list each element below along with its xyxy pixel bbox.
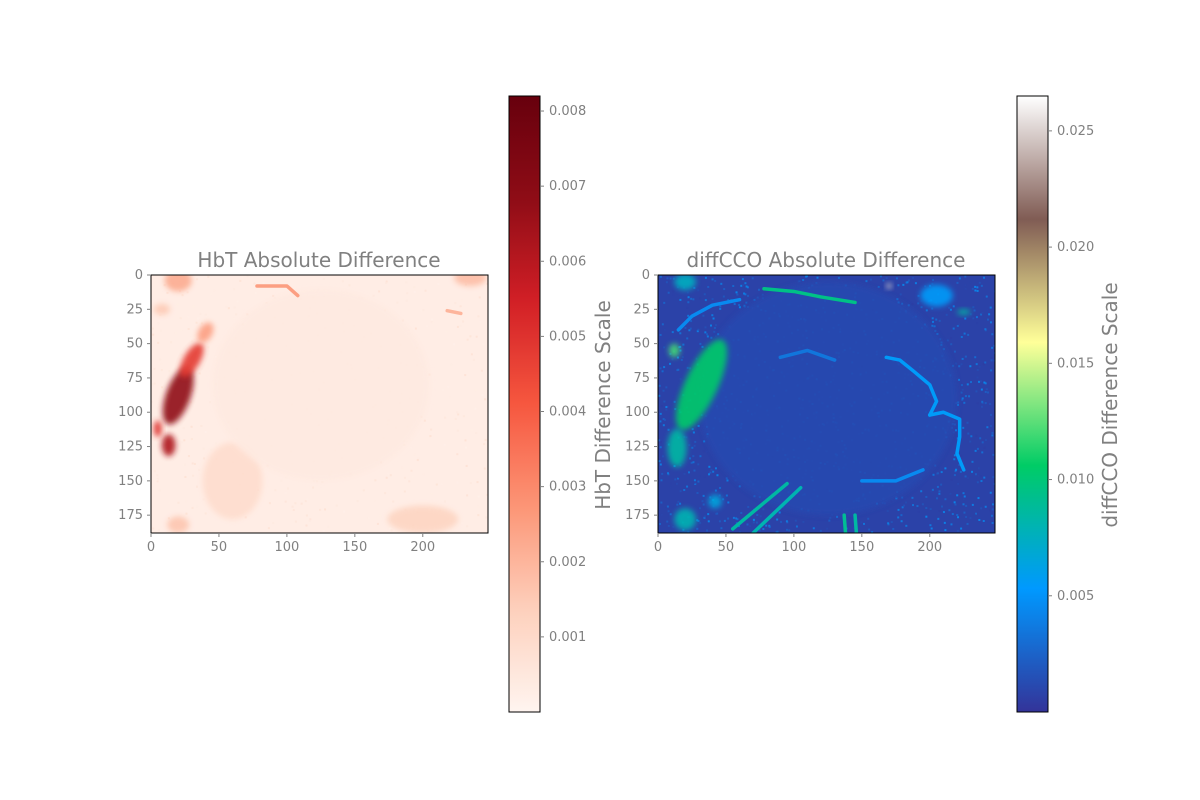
diffcco-ytick-label: 50 bbox=[633, 337, 650, 352]
hbt-ytick-label: 125 bbox=[118, 440, 143, 455]
diffcco-feature-0 bbox=[698, 281, 957, 516]
hbt-xtick-label: 100 bbox=[274, 540, 299, 555]
hbt-xtick-label: 0 bbox=[147, 540, 155, 555]
diffcco-feature-17 bbox=[676, 297, 742, 332]
hbt-axes-frame bbox=[150, 274, 489, 534]
diffcco-feature-16 bbox=[928, 410, 966, 472]
hbt-feature-5 bbox=[164, 275, 192, 292]
hbt-colorbar-tick-label: 0.006 bbox=[549, 254, 586, 269]
diffcco-ytick-label: 75 bbox=[633, 371, 650, 386]
hbt-feature-13 bbox=[445, 308, 463, 316]
diffcco-feature-14 bbox=[853, 513, 859, 533]
diffcco-ytick-label: 100 bbox=[625, 405, 650, 420]
diffcco-ytick-label: 0 bbox=[642, 268, 650, 283]
diffcco-feature-8 bbox=[920, 284, 953, 307]
hbt-axes: 0 50 100 150 200 0 25 50 75 100 125 150 175 bbox=[118, 268, 489, 555]
hbt-colorbar-label: HbT Difference Scale bbox=[591, 300, 615, 510]
diffcco-feature-4 bbox=[674, 275, 697, 291]
hbt-feature-1 bbox=[179, 342, 204, 378]
hbt-feature-4 bbox=[197, 322, 214, 343]
hbt-xtick-label: 200 bbox=[410, 540, 435, 555]
diffcco-colorbar: 0.005 0.010 0.015 0.020 0.025 bbox=[1016, 95, 1094, 713]
diffcco-feature-13 bbox=[842, 513, 848, 533]
diffcco-feature-1 bbox=[675, 339, 728, 431]
hbt-ytick-label: 150 bbox=[118, 474, 143, 489]
hbt-feature-12 bbox=[255, 284, 300, 298]
diffcco-ytick-label: 150 bbox=[625, 474, 650, 489]
hbt-colorbar-tick-label: 0.001 bbox=[549, 630, 586, 645]
diffcco-colorbar-tick-label: 0.010 bbox=[1057, 473, 1094, 488]
diffcco-colorbar-tick-label: 0.005 bbox=[1057, 589, 1094, 604]
diffcco-colorbar-gradient bbox=[1016, 95, 1049, 713]
hbt-colorbar-gradient bbox=[508, 95, 541, 713]
hbt-colorbar-tick-label: 0.005 bbox=[549, 329, 586, 344]
hbt-colorbar: 0.001 0.002 0.003 0.004 0.005 0.006 0.007 0.008 bbox=[508, 95, 586, 713]
diffcco-colorbar-tick-label: 0.020 bbox=[1057, 240, 1094, 255]
hbt-xtick-label: 150 bbox=[342, 540, 367, 555]
hbt-feature-0 bbox=[162, 367, 194, 425]
diffcco-title: diffCCO Absolute Difference bbox=[687, 248, 966, 272]
diffcco-heatmap-image bbox=[658, 275, 995, 533]
hbt-title: HbT Absolute Difference bbox=[197, 248, 440, 272]
hbt-heatmap-image bbox=[151, 275, 488, 533]
panel-hbt: HbT Absolute Difference 0 50 100 150 200 0 25 5… bbox=[118, 95, 615, 713]
hbt-colorbar-tick-label: 0.004 bbox=[549, 405, 586, 420]
hbt-ytick-label: 175 bbox=[118, 508, 143, 523]
diffcco-feature-7 bbox=[956, 309, 971, 315]
diffcco-feature-2 bbox=[667, 428, 687, 468]
diffcco-xtick-label: 50 bbox=[718, 540, 735, 555]
hbt-feature-11 bbox=[212, 288, 430, 481]
hbt-feature-8 bbox=[167, 516, 190, 533]
diffcco-feature-11 bbox=[730, 481, 789, 531]
diffcco-feature-19 bbox=[778, 348, 837, 362]
diffcco-xtick-label: 150 bbox=[849, 540, 874, 555]
hbt-ytick-label: 50 bbox=[126, 337, 143, 352]
diffcco-ytick-label: 25 bbox=[633, 302, 650, 317]
diffcco-ytick-label: 125 bbox=[625, 440, 650, 455]
diffcco-feature-15 bbox=[884, 355, 939, 417]
hbt-ytick-label: 0 bbox=[135, 268, 143, 283]
hbt-feature-2 bbox=[161, 434, 176, 457]
panel-diffcco: diffCCO Absolute Difference 0 50 100 150 200… bbox=[625, 95, 1122, 713]
diffcco-axes: 0 50 100 150 200 0 25 50 75 100 125 150 175 bbox=[625, 268, 996, 555]
diffcco-feature-5 bbox=[674, 508, 697, 531]
hbt-colorbar-tick-label: 0.007 bbox=[549, 179, 586, 194]
diffcco-ytick-label: 175 bbox=[625, 508, 650, 523]
diffcco-feature-6 bbox=[708, 494, 722, 509]
hbt-colorbar-tick-label: 0.002 bbox=[549, 555, 586, 570]
hbt-ytick-label: 25 bbox=[126, 302, 143, 317]
hbt-ytick-label: 75 bbox=[126, 371, 143, 386]
diffcco-feature-3 bbox=[668, 343, 680, 358]
hbt-feature-7 bbox=[153, 303, 171, 315]
diffcco-feature-9 bbox=[886, 283, 892, 289]
hbt-colorbar-tick-label: 0.003 bbox=[549, 480, 586, 495]
hbt-feature-6 bbox=[454, 275, 487, 286]
diffcco-xtick-label: 200 bbox=[917, 540, 942, 555]
hbt-colorbar-tick-label: 0.008 bbox=[549, 104, 586, 119]
diffcco-xtick-label: 100 bbox=[781, 540, 806, 555]
hbt-feature-3 bbox=[153, 420, 162, 437]
hbt-feature-10 bbox=[387, 505, 459, 533]
hbt-ytick-label: 100 bbox=[118, 405, 143, 420]
diffcco-xtick-label: 0 bbox=[654, 540, 662, 555]
diffcco-axes-frame bbox=[657, 274, 996, 534]
diffcco-feature-10 bbox=[762, 286, 857, 305]
diffcco-colorbar-tick-label: 0.015 bbox=[1057, 356, 1094, 371]
diffcco-colorbar-label: diffCCO Difference Scale bbox=[1098, 282, 1122, 527]
hbt-xtick-label: 50 bbox=[211, 540, 228, 555]
hbt-feature-9 bbox=[202, 442, 263, 520]
diffcco-feature-18 bbox=[860, 468, 925, 483]
diffcco-colorbar-tick-label: 0.025 bbox=[1057, 124, 1094, 139]
diffcco-feature-12 bbox=[751, 485, 803, 533]
